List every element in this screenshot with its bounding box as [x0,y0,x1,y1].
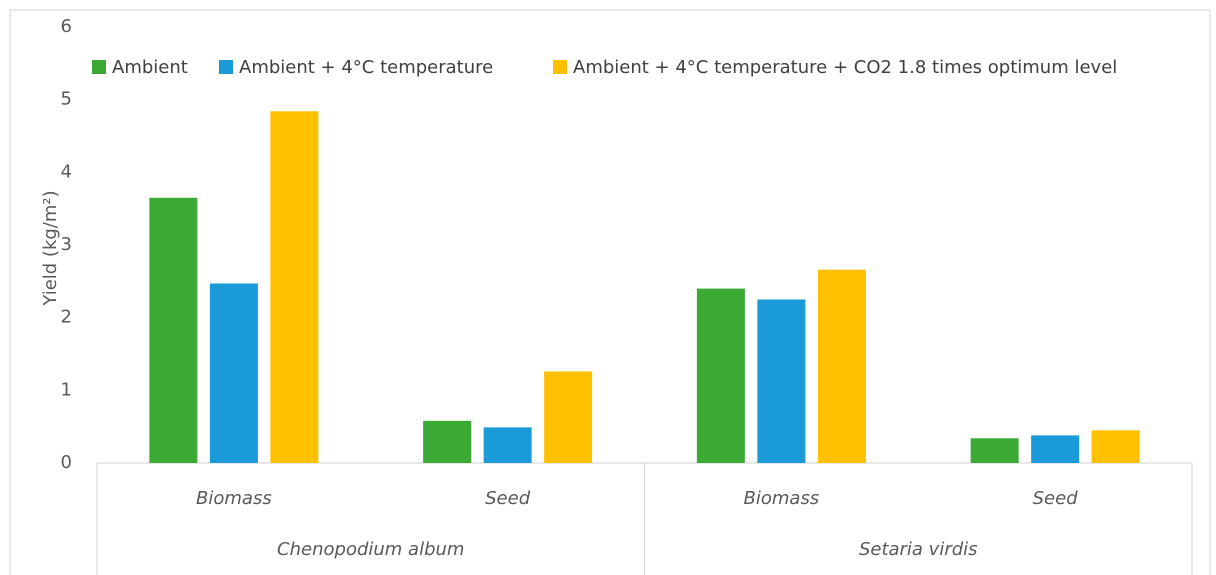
x-group-label: Chenopodium album [277,539,464,560]
x-category-label: Seed [485,488,531,509]
bars [149,111,1140,463]
bar [149,197,198,463]
bar [423,420,472,463]
x-category-label: Seed [1033,488,1079,509]
legend-swatch [553,60,567,74]
bar [1031,435,1080,463]
y-tick-label: 5 [61,89,72,110]
x-axis-labels: Biomass Seed Biomass Seed Chenopodium album S… [196,488,1078,560]
legend-swatch [92,60,106,74]
x-category-label: Biomass [196,488,272,509]
y-tick-label: 3 [61,234,72,255]
bar [1091,430,1140,463]
legend-label: Ambient [112,57,188,78]
x-category-label: Biomass [744,488,820,509]
bar [544,371,593,463]
legend: Ambient Ambient + 4°C temperature Ambient … [92,57,1117,78]
y-tick-label: 2 [61,307,72,328]
x-group-label: Setaria virdis [859,539,978,560]
bar [757,299,806,463]
bar [270,111,319,463]
bar [209,283,258,463]
y-tick-label: 4 [61,161,72,182]
bar [970,438,1019,463]
y-tick-label: 6 [61,16,72,37]
legend-label: Ambient + 4°C temperature [239,57,493,78]
bar [696,288,745,463]
legend-swatch [219,60,233,74]
bar [483,427,532,463]
bar [817,269,866,463]
y-axis-title: Yield (kg/m²) [40,190,61,306]
y-tick-label: 1 [61,379,72,400]
y-axis-tick-labels: 0 1 2 3 4 5 6 [61,16,72,473]
legend-label: Ambient + 4°C temperature + CO2 1.8 time… [573,57,1117,78]
y-tick-label: 0 [61,452,72,473]
